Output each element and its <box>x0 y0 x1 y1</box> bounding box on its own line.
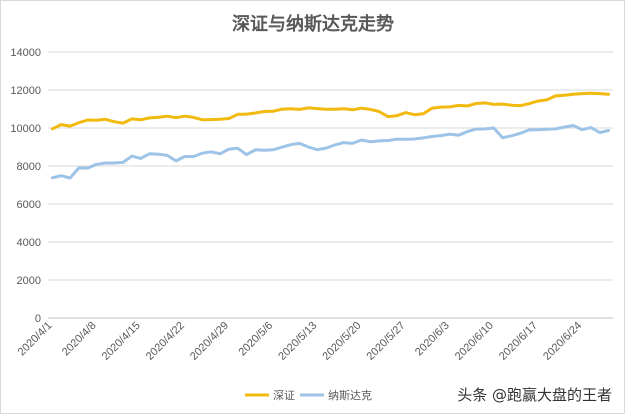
x-tick-label: 2020/5/20 <box>320 320 363 363</box>
y-tick-label: 14000 <box>10 47 41 59</box>
x-tick-label: 2020/6/24 <box>541 320 584 363</box>
x-tick-label: 2020/4/29 <box>188 320 231 363</box>
y-tick-label: 0 <box>35 313 41 325</box>
legend-label-1: 纳斯达克 <box>328 389 372 402</box>
y-tick-label: 4000 <box>17 237 41 249</box>
x-tick-label: 2020/5/27 <box>365 320 408 363</box>
series-line-1 <box>50 124 611 180</box>
x-tick-label: 2020/6/17 <box>497 320 540 363</box>
x-tick-label: 2020/4/22 <box>144 320 187 363</box>
x-tick-label: 2020/4/1 <box>16 320 55 359</box>
x-tick-label: 2020/6/10 <box>453 320 496 363</box>
x-tick-label: 2020/5/6 <box>236 320 275 359</box>
y-tick-label: 2000 <box>17 275 41 287</box>
y-tick-label: 12000 <box>10 85 41 97</box>
y-tick-label: 10000 <box>10 123 41 135</box>
y-tick-label: 6000 <box>17 199 41 211</box>
series-line-0 <box>50 91 611 131</box>
legend-label-0: 深证 <box>273 389 295 402</box>
watermark: 头条 @跑赢大盘的王者 <box>457 386 612 404</box>
chart-title: 深证与纳斯达克走势 <box>232 14 394 35</box>
x-tick-label: 2020/5/13 <box>276 320 319 363</box>
x-tick-label: 2020/6/3 <box>413 320 452 359</box>
y-tick-label: 8000 <box>17 161 41 173</box>
x-tick-label: 2020/4/15 <box>100 320 143 363</box>
x-tick-label: 2020/4/8 <box>60 320 99 359</box>
